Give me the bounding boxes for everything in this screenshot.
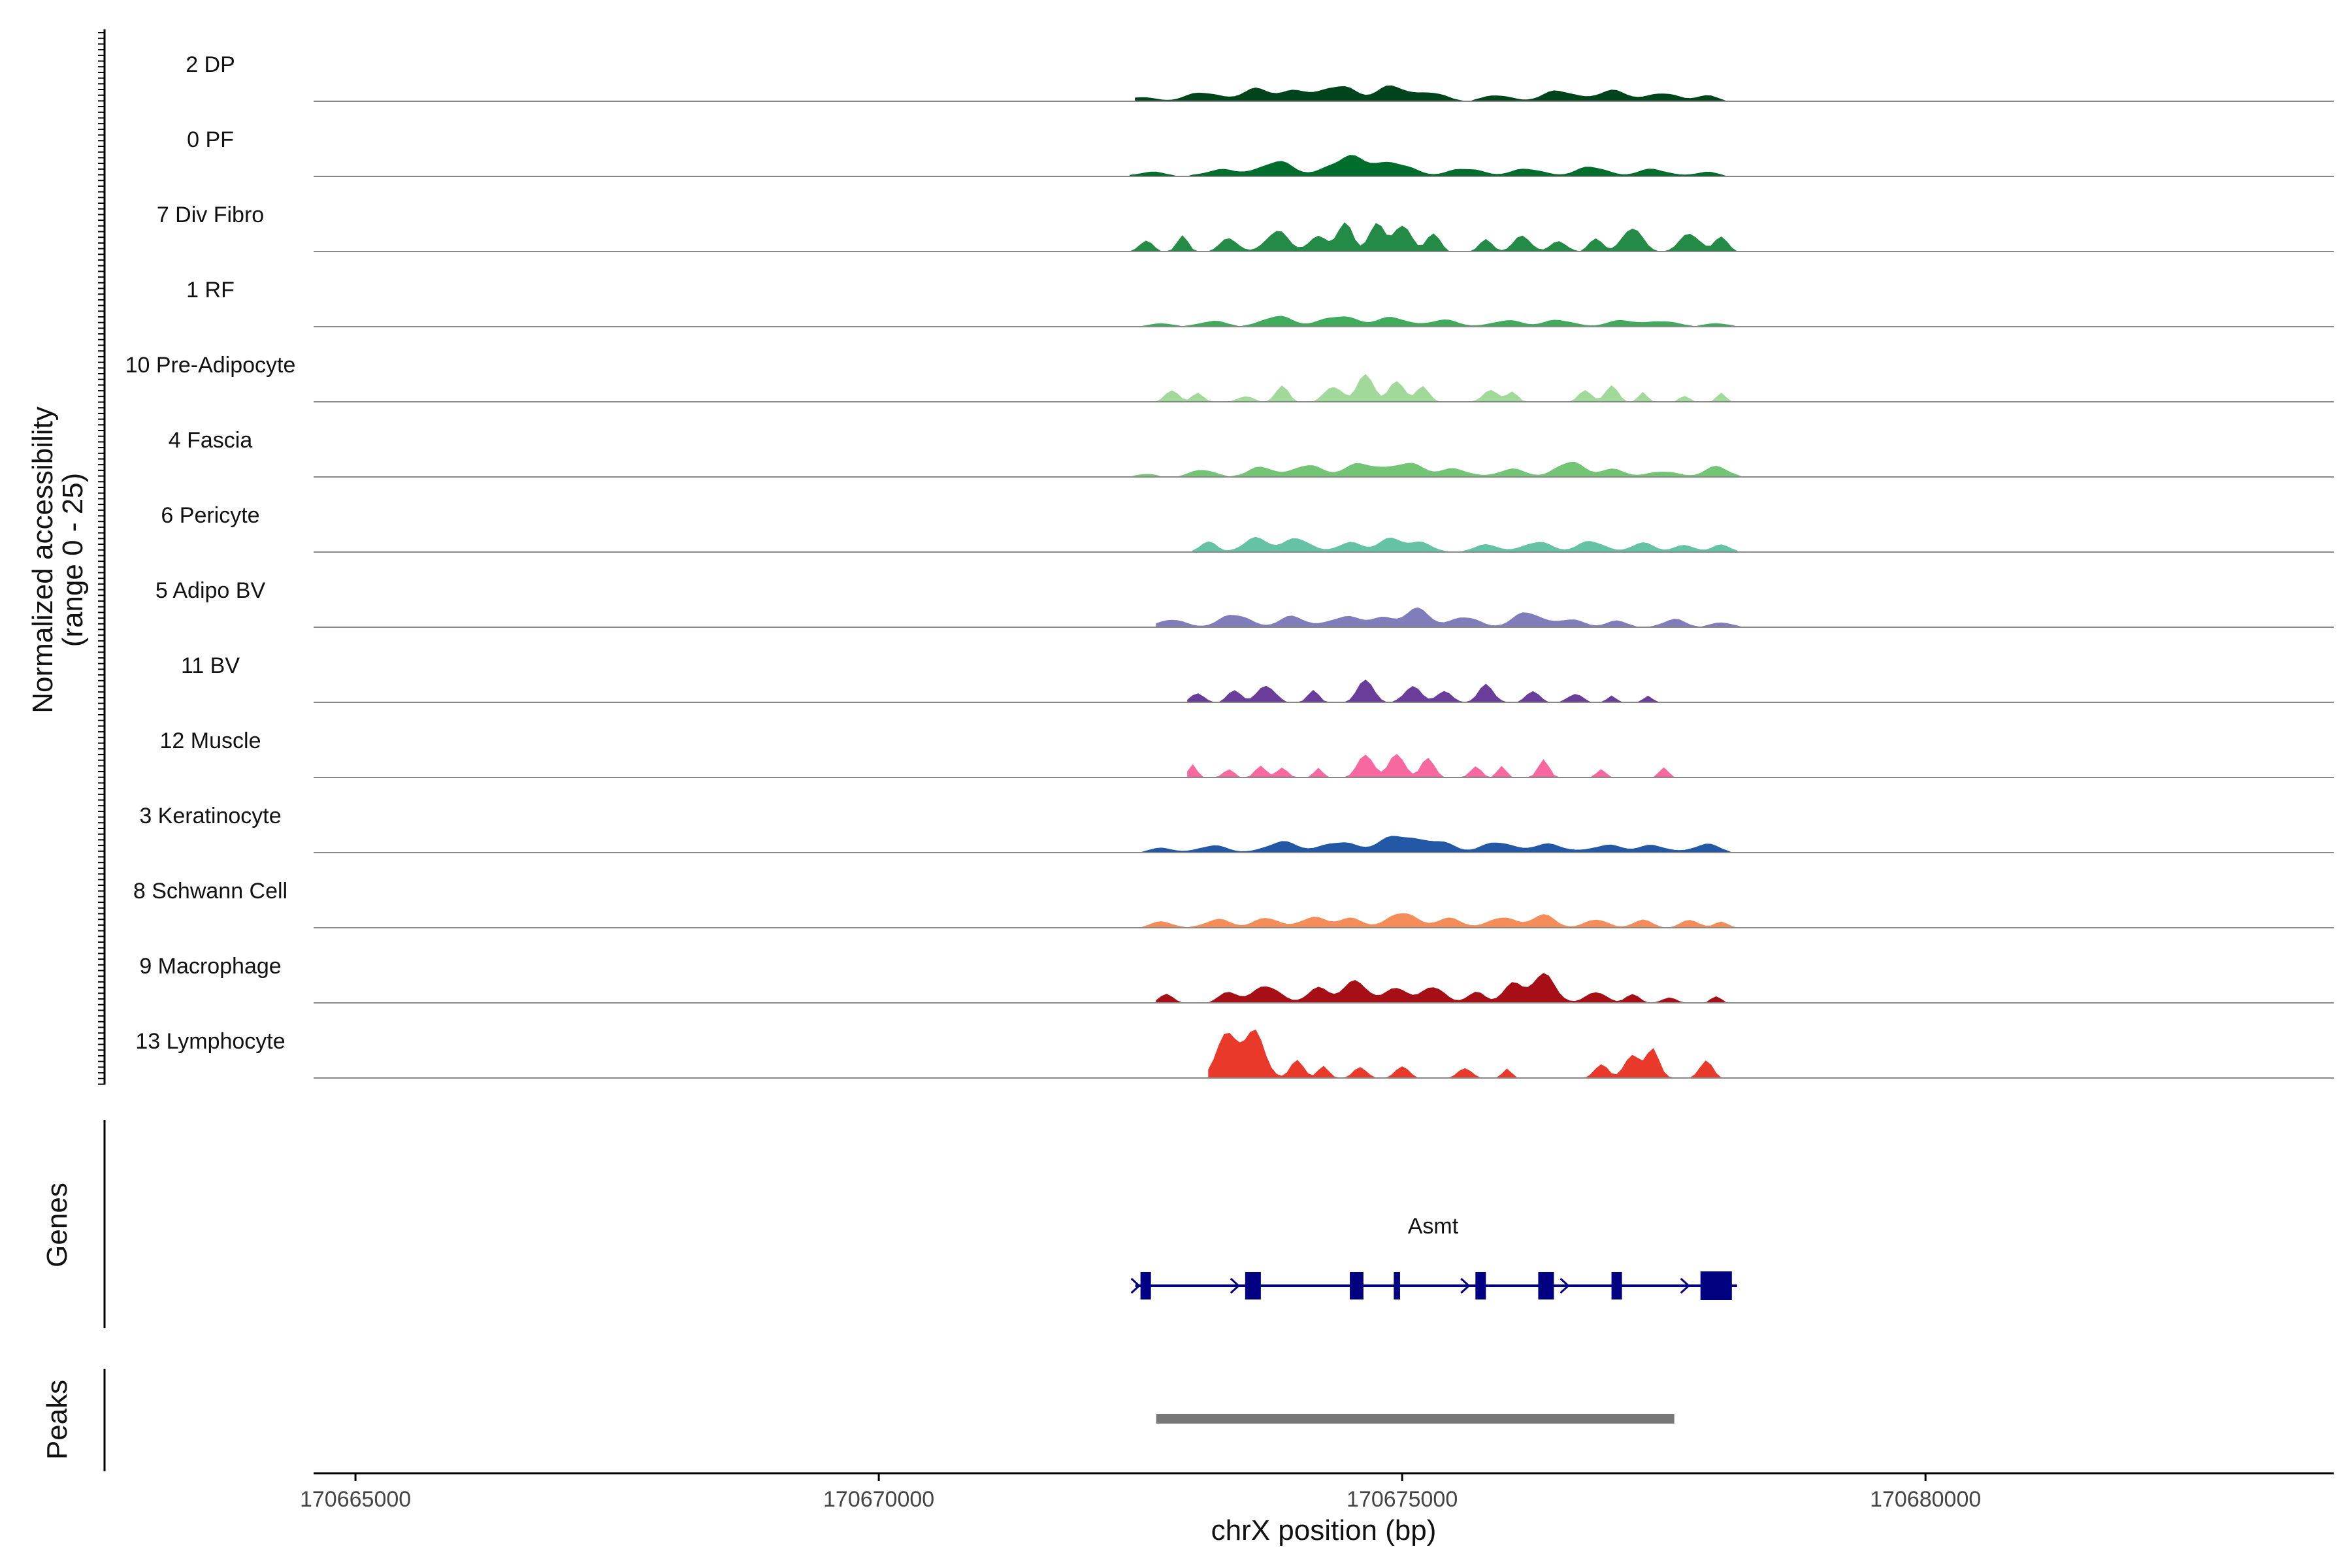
track-label: 13 Lymphocyte bbox=[135, 1029, 285, 1054]
track-label: 2 DP bbox=[186, 52, 235, 77]
coverage-profile bbox=[1208, 1029, 1723, 1079]
coverage-profile bbox=[1187, 679, 1664, 703]
track-5-adipo-bv: 5 Adipo BV bbox=[155, 578, 2334, 628]
gene-strand-arrow bbox=[1230, 1277, 1241, 1294]
gene-model bbox=[1130, 1271, 1737, 1300]
track-2-dp: 2 DP bbox=[186, 52, 2334, 102]
peaks-panel: Peaks bbox=[41, 1369, 1674, 1471]
gene-exon bbox=[1245, 1272, 1261, 1299]
track-1-rf: 1 RF bbox=[186, 278, 2334, 327]
coverage-profile bbox=[1140, 913, 1737, 928]
coverage-profile bbox=[1187, 753, 1676, 778]
x-axis: 170665000 170670000 170675000 170680000 chr… bbox=[300, 1472, 2334, 1546]
coverage-y-axis bbox=[98, 29, 106, 1085]
gene-strand-arrow bbox=[1560, 1277, 1570, 1294]
gene-exon bbox=[1538, 1272, 1554, 1299]
coverage-profile bbox=[1140, 836, 1748, 853]
coverage-profile bbox=[1156, 607, 1748, 628]
coverage-profile bbox=[1140, 316, 1742, 327]
track-3-keratinocyte: 3 Keratinocyte bbox=[139, 804, 2334, 853]
genes-panel-title: Genes bbox=[41, 1183, 73, 1267]
track-6-pericyte: 6 Pericyte bbox=[161, 503, 2334, 553]
track-8-schwann-cell: 8 Schwann Cell bbox=[133, 879, 2334, 928]
gene-name-label: Asmt bbox=[1408, 1214, 1459, 1239]
x-axis-ticks: 170665000 170670000 170675000 170680000 bbox=[300, 1473, 1981, 1512]
track-9-macrophage: 9 Macrophage bbox=[139, 954, 2334, 1004]
x-tick-label: 170675000 bbox=[1347, 1487, 1458, 1512]
peak-region-bar bbox=[1156, 1414, 1674, 1424]
track-4-fascia: 4 Fascia bbox=[169, 428, 2334, 478]
peaks-panel-title: Peaks bbox=[41, 1380, 73, 1460]
gene-exon bbox=[1611, 1272, 1622, 1299]
gene-exon bbox=[1394, 1272, 1400, 1299]
x-axis-label: chrX position (bp) bbox=[1211, 1514, 1437, 1546]
coverage-tracks: 2 DP 0 PF 7 Div Fibro 1 RF 10 Pre-Adipocyte 4… bbox=[125, 52, 2334, 1079]
x-tick-label: 170670000 bbox=[823, 1487, 934, 1512]
track-label: 0 PF bbox=[187, 127, 234, 152]
x-tick-label: 170680000 bbox=[1870, 1487, 1981, 1512]
track-label: 9 Macrophage bbox=[139, 954, 281, 979]
track-10-pre-adipocyte: 10 Pre-Adipocyte bbox=[125, 353, 2334, 402]
track-label: 11 BV bbox=[181, 653, 240, 678]
track-label: 4 Fascia bbox=[169, 428, 253, 453]
coverage-profile bbox=[1192, 536, 1738, 553]
track-label: 7 Div Fibro bbox=[157, 203, 264, 227]
genes-panel: Genes Asmt bbox=[41, 1120, 1737, 1328]
track-label: 5 Adipo BV bbox=[155, 578, 266, 603]
track-label: 6 Pericyte bbox=[161, 503, 259, 528]
coverage-profile bbox=[1135, 85, 1737, 102]
track-11-bv: 11 BV bbox=[181, 653, 2334, 703]
coverage-profile bbox=[1130, 222, 1742, 252]
gene-exon bbox=[1475, 1272, 1486, 1299]
track-13-lymphocyte: 13 Lymphocyte bbox=[135, 1029, 2334, 1079]
x-tick-label: 170665000 bbox=[300, 1487, 411, 1512]
track-label: 10 Pre-Adipocyte bbox=[125, 353, 296, 378]
gene-strand-arrow bbox=[1460, 1277, 1471, 1294]
track-label: 12 Muscle bbox=[160, 728, 261, 753]
gene-exon bbox=[1700, 1271, 1732, 1300]
coverage-profile bbox=[1151, 374, 1737, 402]
gene-strand-arrow bbox=[1130, 1277, 1141, 1294]
coverage-profile bbox=[1130, 461, 1742, 478]
track-12-muscle: 12 Muscle bbox=[160, 728, 2334, 778]
peak-regions bbox=[1156, 1414, 1674, 1424]
coverage-profile bbox=[1130, 155, 1748, 177]
y-axis-title: Normalized accessibility (range 0 - 25) bbox=[27, 406, 89, 713]
track-0-pf: 0 PF bbox=[187, 127, 2334, 177]
track-label: 1 RF bbox=[186, 278, 235, 302]
gene-exon bbox=[1140, 1272, 1151, 1299]
track-label: 8 Schwann Cell bbox=[133, 879, 287, 904]
track-label: 3 Keratinocyte bbox=[139, 804, 281, 828]
y-axis-range-label: (range 0 - 25) bbox=[57, 473, 89, 647]
y-axis-label: Normalized accessibility bbox=[27, 406, 59, 713]
track-7-div-fibro: 7 Div Fibro bbox=[157, 203, 2334, 252]
gene-strand-arrow bbox=[1680, 1277, 1690, 1294]
coverage-profile bbox=[1156, 973, 1737, 1004]
gene-exon bbox=[1350, 1272, 1364, 1299]
